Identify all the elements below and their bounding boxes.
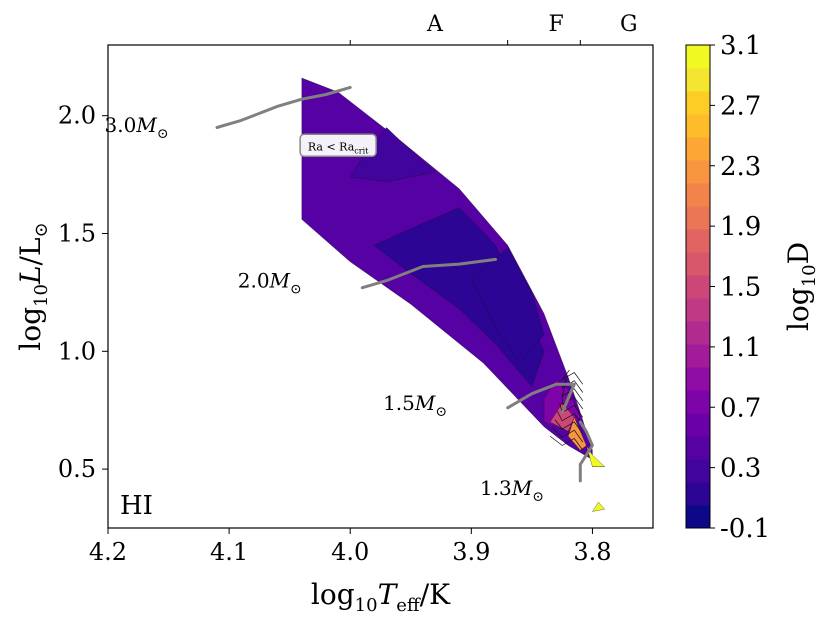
contour-region-5 [549,402,575,432]
track-1.3-label: 1.3M⊙ [480,476,544,505]
colorbar-tick-label-3: 1.9 [720,212,761,242]
colorbar-segment-11 [686,252,710,276]
contour-region-6 [567,416,587,451]
colorbar-segment-4 [686,413,710,437]
y-tick-label-3: 2.0 [58,102,96,130]
colorbar: 3.1 2.7 2.3 1.9 1.5 1.1 0.7 0.3 -0.1 log10D [685,31,820,544]
x-tick-label-0: 4.2 [89,538,127,566]
colorbar-segment-12 [686,229,710,253]
y-tick-label-0: 0.5 [58,455,96,483]
contour-region-8 [591,501,606,512]
x-tick-label-4: 3.8 [573,538,611,566]
contour-line-8 [561,369,584,385]
spectral-label-F: F [548,12,563,37]
x-tick-label-2: 4.0 [331,538,369,566]
track-3.0-label: 3.0M⊙ [105,113,169,142]
x-tick-label-1: 4.1 [210,538,248,566]
panel-label: HI [120,491,153,521]
contour-region-1 [349,127,436,182]
colorbar-segment-10 [686,275,710,299]
x-tick-label-3: 3.9 [452,538,490,566]
track-1.5-label: 1.5M⊙ [383,391,447,420]
spectral-label-A: A [426,12,444,37]
colorbar-segment-3 [686,436,710,460]
colorbar-segment-5 [686,390,710,414]
y-axis-label: log10L/L⊙ [14,222,52,350]
contour-region-7 [586,445,606,467]
contour-line-6 [561,386,584,402]
track-2.0-label: 2.0M⊙ [238,269,302,298]
track-2.0-line [360,257,498,290]
colorbar-segment-20 [686,45,710,69]
axes: 4.2 4.1 4.0 3.9 3.8 0.5 1.0 1.5 2.0 A F Glog10Teff/… [14,12,654,616]
contour-line-3 [556,411,584,426]
contour-line-4 [559,403,584,418]
colorbar-label: log10D [782,242,820,331]
colorbar-tick-label-5: 1.1 [720,333,761,363]
colorbar-segment-8 [686,321,710,345]
colorbar-segment-16 [686,137,710,161]
colorbar-segment-18 [686,91,710,115]
spectral-label-G: G [620,12,638,37]
annotation-text: Ra < Racrit [308,140,369,155]
colorbar-tick-label-0: 3.1 [720,31,761,61]
colorbar-segment-7 [686,344,710,368]
track-1.3-line [578,420,594,483]
track-1.5-line [506,382,576,415]
track-3.0-line [215,85,352,129]
plot-frame [107,44,654,529]
y-tick-label-1: 1.0 [58,337,96,365]
contour-line-2 [554,419,584,435]
contour-region-2 [373,207,545,388]
colorbar-segment-19 [686,68,710,92]
colorbar-segment-17 [686,114,710,138]
colorbar-segment-15 [686,160,710,184]
plot-area: 3.0M⊙ 2.0M⊙ 1.5M⊙ 1.3M⊙ Ra < Racrit HI [105,77,606,521]
x-axis-label: log10Teff/K [311,578,451,616]
colorbar-segment-13 [686,206,710,230]
contour-line-0 [549,435,584,451]
colorbar-tick-label-4: 1.5 [720,273,761,303]
colorbar-tick-label-8: -0.1 [720,514,770,544]
annotation-box [299,133,377,158]
y-tick-label-2: 1.5 [58,219,96,247]
colorbar-tick-label-1: 2.7 [720,91,761,121]
contour-region-3 [470,247,545,364]
colorbar-segment-6 [686,367,710,391]
colorbar-segment-9 [686,298,710,322]
colorbar-tick-label-2: 2.3 [720,152,761,182]
colorbar-tick-label-7: 0.3 [720,454,761,484]
contour-line-1 [552,427,584,443]
colorbar-segment-14 [686,183,710,207]
colorbar-segment-1 [686,482,710,506]
colorbar-segment-2 [686,459,710,483]
colorbar-tick-label-6: 0.7 [720,393,761,423]
colorbar-segment-0 [686,505,710,529]
